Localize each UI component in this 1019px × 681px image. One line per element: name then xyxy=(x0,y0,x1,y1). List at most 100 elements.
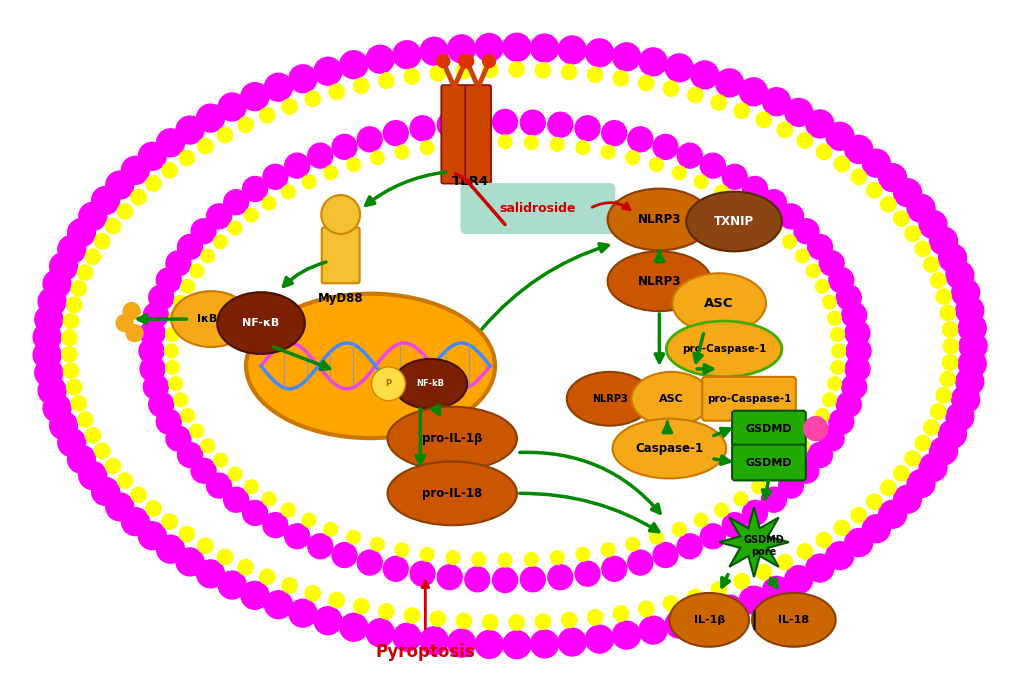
Circle shape xyxy=(140,321,165,345)
FancyBboxPatch shape xyxy=(701,377,795,421)
Circle shape xyxy=(308,534,332,558)
Circle shape xyxy=(841,302,866,328)
FancyArrowPatch shape xyxy=(654,251,663,262)
Circle shape xyxy=(734,492,747,506)
Ellipse shape xyxy=(217,292,305,354)
Circle shape xyxy=(807,234,832,259)
Text: GSDMD: GSDMD xyxy=(745,458,792,467)
Circle shape xyxy=(179,526,195,541)
Circle shape xyxy=(710,582,726,597)
Circle shape xyxy=(121,157,149,185)
Circle shape xyxy=(206,473,231,498)
Circle shape xyxy=(829,328,844,341)
Circle shape xyxy=(818,251,844,276)
Circle shape xyxy=(130,189,146,205)
Circle shape xyxy=(904,226,919,241)
Circle shape xyxy=(935,289,951,304)
Circle shape xyxy=(173,393,187,407)
Text: pro-IL-18: pro-IL-18 xyxy=(422,487,482,500)
Circle shape xyxy=(502,631,530,659)
Circle shape xyxy=(928,437,957,465)
Circle shape xyxy=(806,264,819,278)
Circle shape xyxy=(437,112,462,137)
Circle shape xyxy=(560,64,577,80)
Circle shape xyxy=(140,356,165,381)
Circle shape xyxy=(264,74,292,101)
Circle shape xyxy=(404,608,419,623)
Text: GSDMD
pore: GSDMD pore xyxy=(743,535,784,557)
Circle shape xyxy=(177,234,202,259)
Circle shape xyxy=(721,164,746,189)
Ellipse shape xyxy=(631,372,710,426)
Text: IL-1β: IL-1β xyxy=(693,615,725,625)
Circle shape xyxy=(807,443,832,467)
Circle shape xyxy=(942,322,957,337)
Circle shape xyxy=(877,163,906,191)
Circle shape xyxy=(166,251,191,276)
Circle shape xyxy=(378,73,393,89)
Circle shape xyxy=(575,116,599,141)
Text: salidroside: salidroside xyxy=(499,202,576,215)
Text: ASC: ASC xyxy=(704,297,734,310)
Circle shape xyxy=(447,629,475,657)
FancyArrowPatch shape xyxy=(693,334,703,362)
Circle shape xyxy=(600,543,614,556)
Circle shape xyxy=(508,615,524,630)
Text: pro-Caspase-1: pro-Caspase-1 xyxy=(706,394,791,404)
Circle shape xyxy=(164,344,178,358)
Circle shape xyxy=(366,619,393,647)
Text: NF-κB: NF-κB xyxy=(243,318,279,328)
Circle shape xyxy=(77,265,93,280)
Circle shape xyxy=(58,236,86,264)
Circle shape xyxy=(445,551,460,565)
Circle shape xyxy=(465,110,489,135)
Circle shape xyxy=(67,219,96,247)
Circle shape xyxy=(243,501,267,525)
Circle shape xyxy=(524,136,537,149)
Circle shape xyxy=(904,451,919,466)
Circle shape xyxy=(66,379,82,395)
Circle shape xyxy=(35,305,62,333)
Circle shape xyxy=(281,577,297,593)
Circle shape xyxy=(612,43,640,71)
Ellipse shape xyxy=(393,359,467,409)
Circle shape xyxy=(420,627,447,654)
Circle shape xyxy=(324,522,337,536)
Circle shape xyxy=(34,323,61,351)
Circle shape xyxy=(71,281,87,296)
Circle shape xyxy=(217,549,232,565)
Circle shape xyxy=(601,556,626,582)
Circle shape xyxy=(50,253,77,281)
Circle shape xyxy=(180,409,195,422)
Text: GSDMD: GSDMD xyxy=(745,424,792,434)
Circle shape xyxy=(66,297,82,313)
FancyBboxPatch shape xyxy=(732,445,805,480)
Circle shape xyxy=(332,543,357,567)
Circle shape xyxy=(243,176,267,202)
Circle shape xyxy=(587,609,602,625)
Circle shape xyxy=(346,158,360,172)
Circle shape xyxy=(162,514,177,529)
Circle shape xyxy=(198,138,213,154)
Circle shape xyxy=(672,522,686,536)
Circle shape xyxy=(844,321,869,345)
Circle shape xyxy=(557,36,586,64)
Circle shape xyxy=(284,524,310,549)
Circle shape xyxy=(223,190,249,215)
Circle shape xyxy=(814,279,828,294)
Ellipse shape xyxy=(387,462,517,525)
Circle shape xyxy=(339,51,368,79)
Circle shape xyxy=(929,404,945,419)
Circle shape xyxy=(550,551,564,565)
Circle shape xyxy=(914,241,929,257)
Circle shape xyxy=(237,560,253,575)
Circle shape xyxy=(793,458,818,483)
Circle shape xyxy=(157,535,184,563)
Circle shape xyxy=(117,204,132,219)
Circle shape xyxy=(805,554,833,582)
Circle shape xyxy=(262,196,276,210)
Circle shape xyxy=(861,149,890,177)
Circle shape xyxy=(288,65,317,93)
Circle shape xyxy=(866,183,881,198)
Circle shape xyxy=(677,143,701,168)
